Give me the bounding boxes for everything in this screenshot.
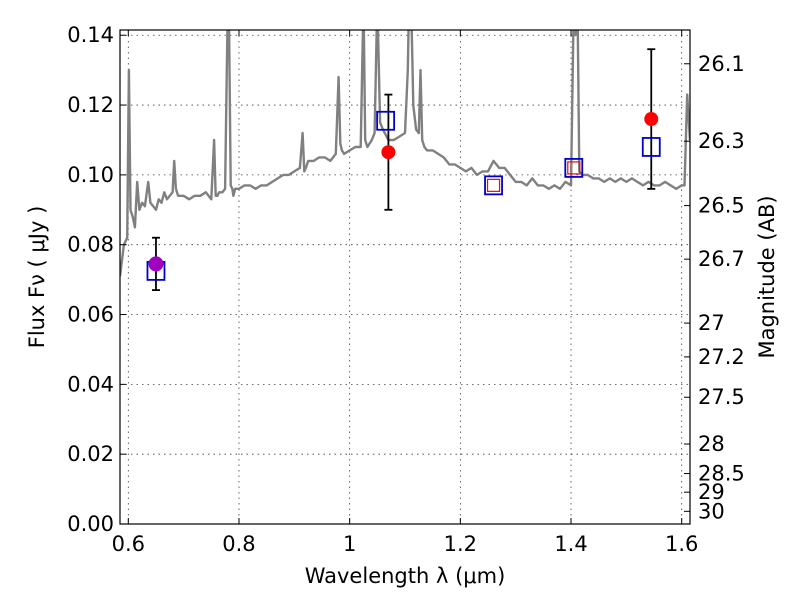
mag-tick-label: 26.1 xyxy=(698,52,745,76)
observed-point xyxy=(644,112,659,127)
y-tick-label: 0.08 xyxy=(67,233,114,257)
x-axis-label: Wavelength λ (μm) xyxy=(305,564,506,588)
small-square xyxy=(567,161,581,175)
y-tick-label: 0.14 xyxy=(67,23,114,47)
spectrum xyxy=(120,30,690,277)
mag-tick-label: 26.5 xyxy=(698,194,745,218)
y-tick-label: 0.10 xyxy=(67,163,114,187)
ticks: 0.6 0.8 1 1.2 1.4 1.6 0.00 0.02 0.04 0.06 0.08 0.10… xyxy=(67,23,745,556)
x-tick-label: 1.2 xyxy=(444,532,477,556)
grid xyxy=(120,30,690,525)
x-tick-label: 1 xyxy=(343,532,356,556)
mag-tick-label: 27.2 xyxy=(698,345,745,369)
observed-point xyxy=(381,145,396,160)
mag-tick-label: 29 xyxy=(698,480,725,504)
data-points xyxy=(146,110,661,281)
mag-tick-label: 26.7 xyxy=(698,247,745,271)
mag-tick-label: 27 xyxy=(698,311,725,335)
y-axis-right-label: Magnitude (AB) xyxy=(755,195,779,358)
spectrum-line xyxy=(120,30,690,277)
mag-tick-label: 28 xyxy=(698,432,725,456)
small-square xyxy=(486,178,501,192)
y-tick-label: 0.00 xyxy=(67,512,114,536)
model-square xyxy=(484,175,503,196)
x-tick-label: 1.4 xyxy=(554,532,587,556)
y-tick-label: 0.02 xyxy=(67,442,114,466)
y-axis-label: Flux Fν ( μJy ) xyxy=(25,206,49,349)
mag-tick-label: 26.3 xyxy=(698,129,745,153)
model-square xyxy=(376,110,396,131)
mag-tick-label: 30 xyxy=(698,499,725,523)
model-square xyxy=(641,137,661,157)
y-tick-label: 0.04 xyxy=(67,372,114,396)
highlight-point xyxy=(148,256,164,272)
y-tick-label: 0.12 xyxy=(67,93,114,117)
model-square xyxy=(564,158,584,178)
x-tick-label: 0.8 xyxy=(222,532,255,556)
y-tick-label: 0.06 xyxy=(67,303,114,327)
mag-tick-label: 27.5 xyxy=(698,385,745,409)
plot-frame xyxy=(119,29,691,525)
x-tick-label: 1.6 xyxy=(665,532,698,556)
x-tick-label: 0.6 xyxy=(112,532,145,556)
mag-tick-label: 28.5 xyxy=(698,462,745,486)
